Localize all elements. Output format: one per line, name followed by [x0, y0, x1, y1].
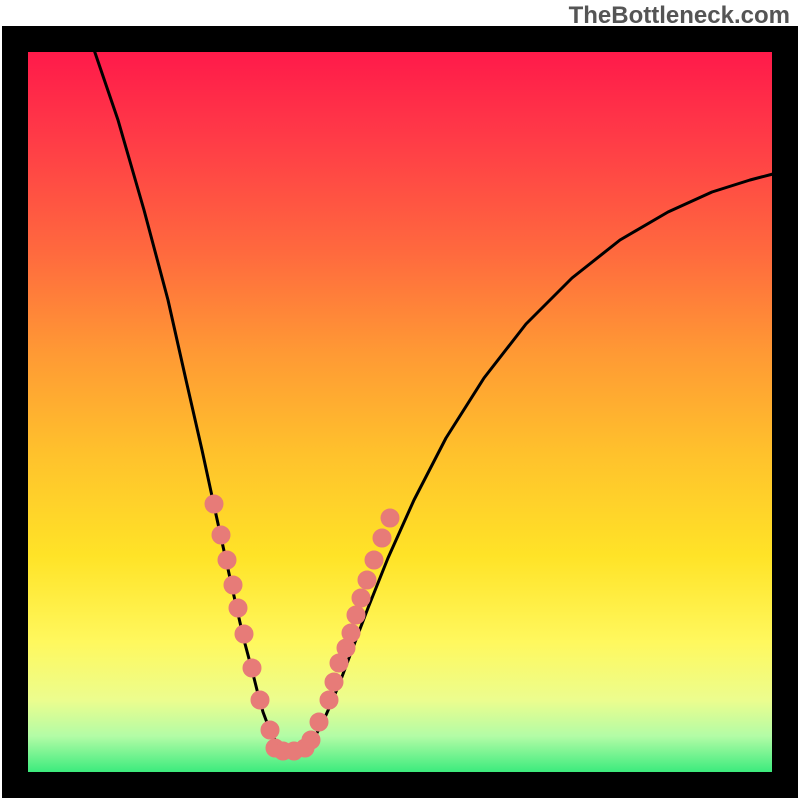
chart-background-gradient: [28, 52, 772, 772]
canvas-root: TheBottleneck.com: [0, 0, 800, 800]
